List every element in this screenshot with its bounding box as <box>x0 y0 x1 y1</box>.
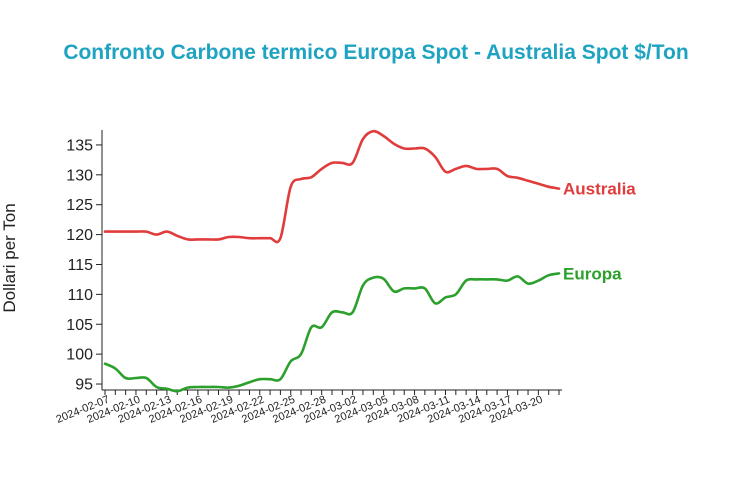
series-line-australia <box>105 131 559 242</box>
y-tick-label: 105 <box>66 317 93 334</box>
y-axis: 95 100 105 110 115 120 125 130 135 <box>66 130 102 394</box>
y-tick-label: 130 <box>66 167 93 184</box>
series-layer <box>105 131 559 391</box>
y-tick-label: 110 <box>67 287 93 304</box>
y-tick-label: 135 <box>66 137 93 154</box>
series-line-europa <box>105 273 559 391</box>
y-tick-label: 120 <box>66 227 93 244</box>
x-axis: 2024-02-072024-02-102024-02-132024-02-16… <box>54 390 562 426</box>
y-axis-label: Dollari per Ton <box>0 203 19 312</box>
y-tick-label: 95 <box>75 377 93 394</box>
y-tick-label: 125 <box>66 197 93 214</box>
y-tick-label: 115 <box>67 257 93 274</box>
series-labels: Australia Europa <box>563 180 636 284</box>
series-label-europa: Europa <box>563 264 622 283</box>
series-label-australia: Australia <box>563 180 636 199</box>
chart-title: Confronto Carbone termico Europa Spot - … <box>63 41 688 64</box>
y-tick-label: 100 <box>66 347 93 364</box>
